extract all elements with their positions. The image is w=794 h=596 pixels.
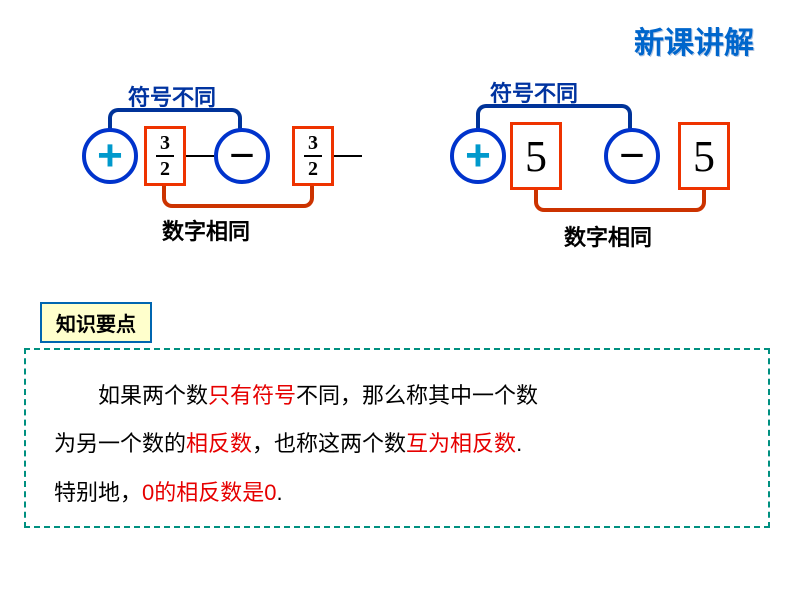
num-5: 5 [525, 131, 547, 182]
fraction-num: 3 [308, 132, 318, 154]
explain-line-1: 如果两个数只有符号不同，那么称其中一个数 [54, 372, 740, 420]
label-num-same-1: 数字相同 [162, 214, 250, 246]
explanation-box: 如果两个数只有符号不同，那么称其中一个数 为另一个数的相反数，也称这两个数互为相… [24, 348, 770, 528]
plus-icon: + [465, 134, 491, 178]
plus-icon: + [97, 134, 123, 178]
fraction-den: 2 [160, 158, 170, 180]
num-box-1b: 3 2 [292, 126, 334, 186]
plus-circle-2: + [450, 128, 506, 184]
label-num-same-2: 数字相同 [564, 220, 652, 252]
page-header: 新课讲解 [634, 18, 754, 62]
plus-circle-1: + [82, 128, 138, 184]
num-5: 5 [693, 131, 715, 182]
bracket-bottom-2 [534, 190, 706, 212]
fraction-num: 3 [160, 132, 170, 154]
minus-icon: − [229, 134, 255, 178]
key-point-box: 知识要点 [40, 302, 152, 343]
hline-1a [186, 155, 214, 157]
minus-circle-1: − [214, 128, 270, 184]
explain-line-3: 特别地，0的相反数是0. [54, 469, 740, 517]
hline-1b [334, 155, 362, 157]
num-box-2b: 5 [678, 122, 730, 190]
minus-icon: − [619, 134, 645, 178]
bracket-bottom-1 [162, 186, 314, 208]
num-box-1a: 3 2 [144, 126, 186, 186]
num-box-2a: 5 [510, 122, 562, 190]
minus-circle-2: − [604, 128, 660, 184]
fraction-den: 2 [308, 158, 318, 180]
explain-line-2: 为另一个数的相反数，也称这两个数互为相反数. [54, 420, 740, 468]
